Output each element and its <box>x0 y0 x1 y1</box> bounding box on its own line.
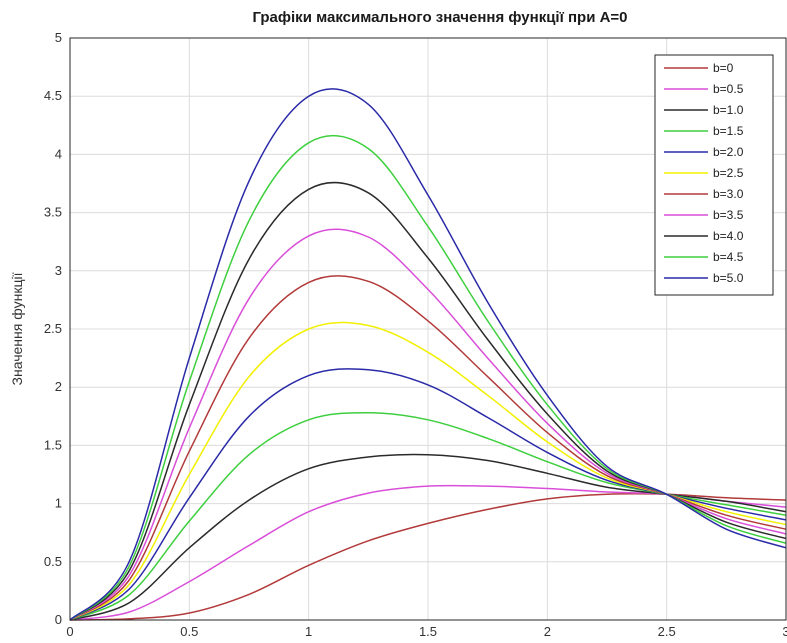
x-tick-label: 3 <box>782 624 787 639</box>
x-tick-label: 2.5 <box>658 624 676 639</box>
x-tick-labels: 0 0.5 1 1.5 2 2.5 3 <box>66 624 787 639</box>
series-layer <box>69 88 787 621</box>
legend-box <box>654 54 774 296</box>
legend-label: b=5.0 <box>713 271 744 285</box>
y-axis-label: Значення функції <box>9 272 25 385</box>
series-line-10 <box>69 88 787 621</box>
legend-label: b=0.5 <box>713 82 744 96</box>
x-tick-label: 0 <box>66 624 73 639</box>
y-tick-labels: 0 0.5 1 1.5 2 2.5 3 3.5 4 4.5 5 <box>44 30 62 627</box>
y-tick-label: 5 <box>55 30 62 45</box>
x-tick-label: 0.5 <box>180 624 198 639</box>
legend-label: b=3.0 <box>713 187 744 201</box>
y-tick-label: 2 <box>55 379 62 394</box>
legend-label: b=0 <box>713 61 734 75</box>
y-tick-label: 1 <box>55 496 62 511</box>
y-tick-label: 4 <box>55 146 62 161</box>
legend-label: b=2.0 <box>713 145 744 159</box>
legend-label: b=2.5 <box>713 166 744 180</box>
legend-label: b=1.5 <box>713 124 744 138</box>
plot-area-frame <box>69 37 787 621</box>
legend-label: b=4.0 <box>713 229 744 243</box>
legend: b=0 b=0.5 b=1.0 b=1.5 b=2.0 b=2.5 b=3.0 b=3.5 b=… <box>654 54 774 296</box>
y-tick-label: 3.5 <box>44 205 62 220</box>
x-tick-label: 1.5 <box>419 624 437 639</box>
y-tick-label: 1.5 <box>44 437 62 452</box>
y-tick-label: 2.5 <box>44 321 62 336</box>
y-tick-label: 3 <box>55 263 62 278</box>
x-tick-label: 1 <box>305 624 312 639</box>
legend-label: b=4.5 <box>713 250 744 264</box>
x-tick-label: 2 <box>544 624 551 639</box>
chart-title: Графіки максимального значення функції п… <box>252 9 627 26</box>
y-tick-label: 0 <box>55 612 62 627</box>
y-tick-label: 0.5 <box>44 554 62 569</box>
y-tick-label: 4.5 <box>44 88 62 103</box>
legend-label: b=3.5 <box>713 208 744 222</box>
legend-label: b=1.0 <box>713 103 744 117</box>
